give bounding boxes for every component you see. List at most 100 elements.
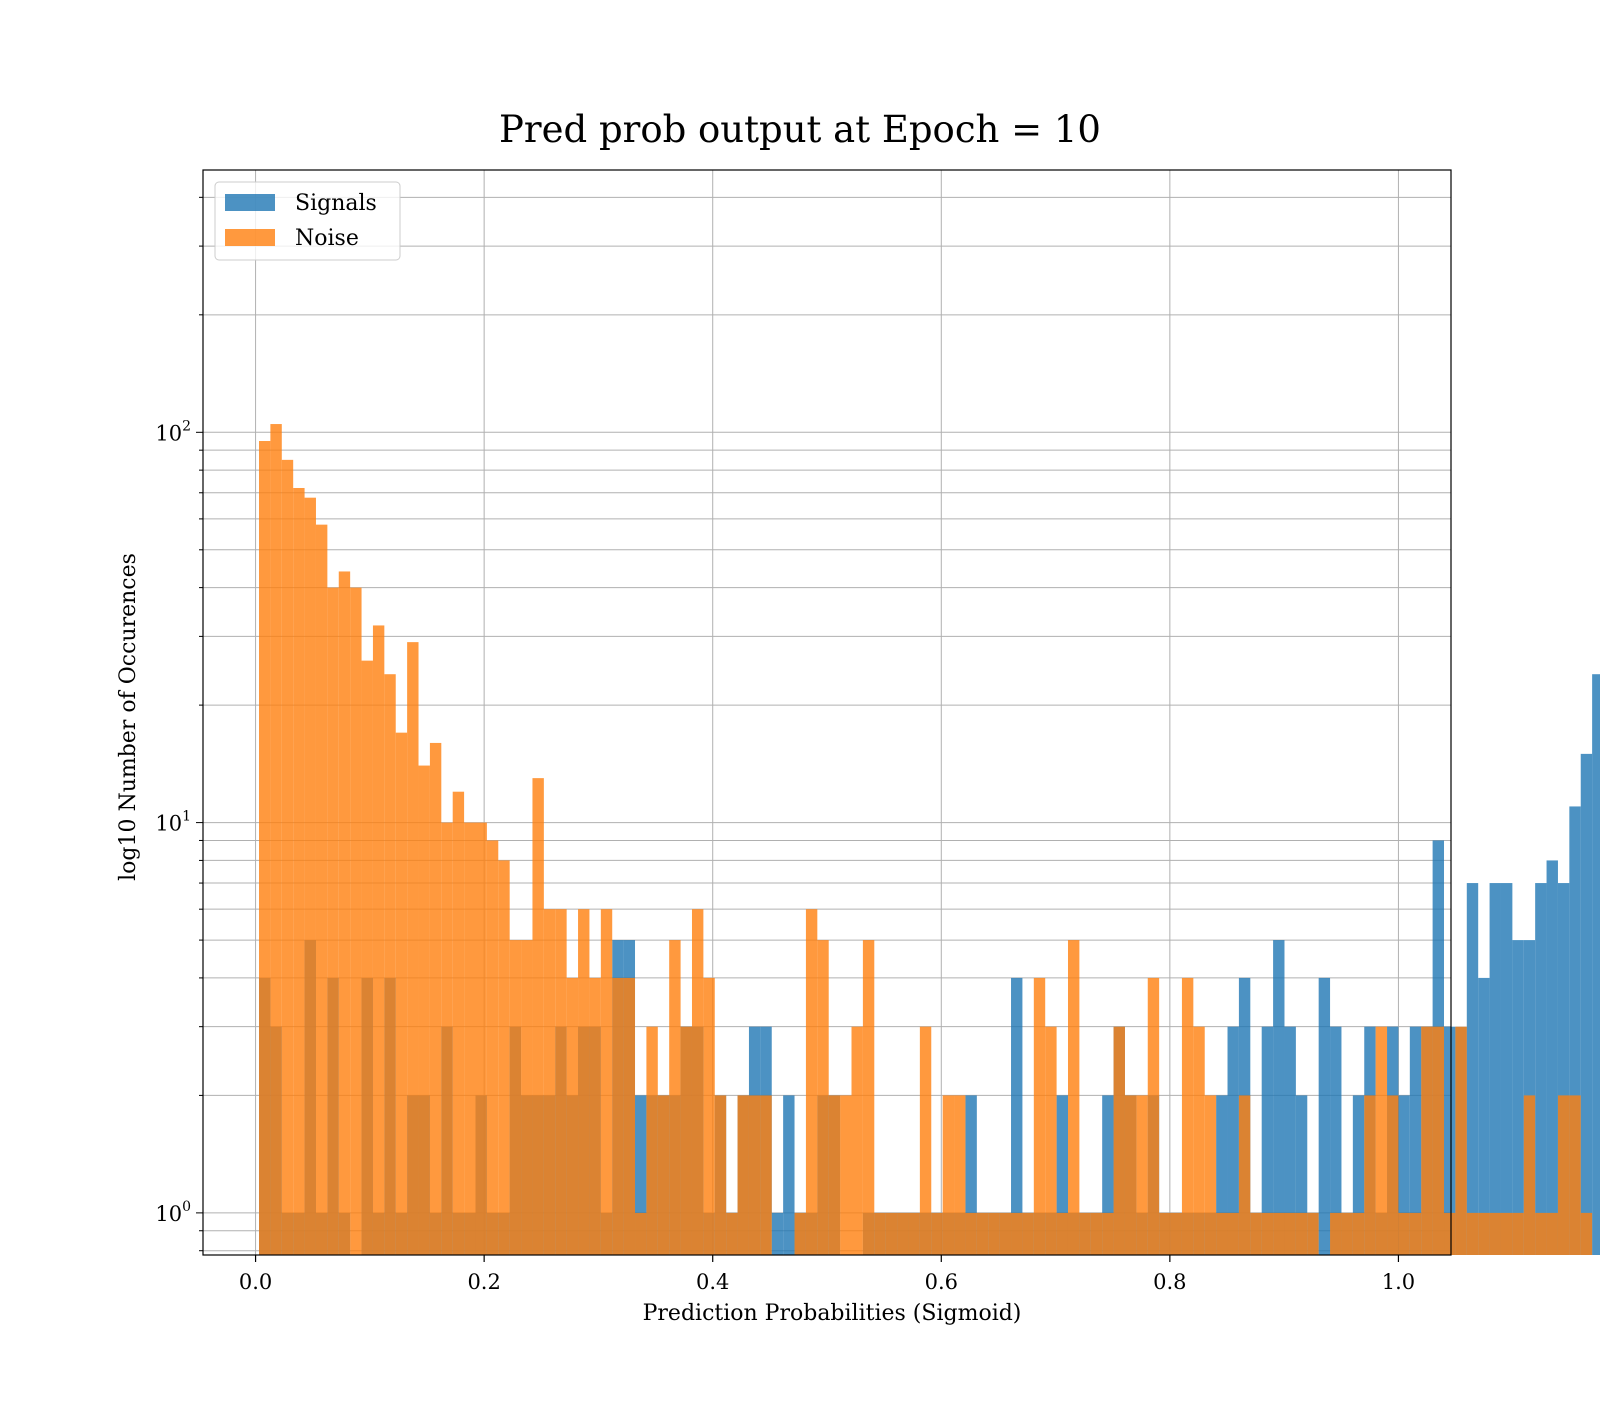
- histogram-bar: [908, 1212, 920, 1255]
- histogram-bar: [1478, 1212, 1490, 1255]
- histogram-bar: [1352, 1212, 1365, 1255]
- histogram-bar: [1466, 883, 1479, 1255]
- histogram-bar: [1011, 1212, 1023, 1255]
- histogram-bar: [680, 1026, 692, 1255]
- histogram-bar: [1580, 1212, 1593, 1255]
- y-tick-label: 101: [155, 809, 191, 836]
- histogram-bar: [1216, 1212, 1228, 1255]
- histogram-bar: [1489, 883, 1501, 1255]
- legend-label-noise: Noise: [295, 226, 359, 251]
- histogram-bar: [1307, 1212, 1319, 1255]
- histogram-bar: [1204, 1095, 1217, 1255]
- histogram-bar: [1432, 1026, 1445, 1255]
- histogram-bar: [669, 940, 681, 1255]
- histogram-bar: [281, 459, 294, 1255]
- legend-swatch-signals: [225, 194, 275, 211]
- histogram-bar: [1546, 1212, 1558, 1255]
- histogram-bar: [1398, 1095, 1410, 1255]
- histogram-bar: [1011, 977, 1023, 1255]
- histogram-bar: [1273, 1212, 1285, 1255]
- histogram-bar: [965, 1095, 977, 1255]
- histogram-bar: [1284, 1026, 1296, 1255]
- histogram-bar: [1295, 1212, 1308, 1255]
- histogram-bar: [635, 1212, 647, 1255]
- histogram-bar: [452, 791, 465, 1255]
- histogram-bar: [874, 1212, 886, 1255]
- histogram-bar: [748, 1095, 761, 1255]
- legend: Signals Noise: [214, 181, 401, 261]
- histogram-bar: [600, 909, 613, 1255]
- histogram-bar: [931, 1212, 943, 1255]
- histogram-bar: [919, 1026, 932, 1255]
- legend-swatch-noise: [225, 229, 275, 246]
- histogram-bar: [1284, 1212, 1296, 1255]
- histogram-bar: [1067, 940, 1080, 1255]
- histogram-bar: [566, 977, 579, 1255]
- histogram-bar: [885, 1212, 898, 1255]
- histogram-bar: [794, 1212, 806, 1255]
- histogram-bar: [771, 1212, 784, 1255]
- histogram-bar: [486, 840, 499, 1255]
- histogram-bar: [1352, 1095, 1365, 1255]
- axes: 0.0 0.2 0.4 0.6 0.8 1.0 100 101 102: [155, 169, 1452, 1294]
- histogram-bar: [1170, 1212, 1182, 1255]
- histogram-bar: [1580, 753, 1593, 1255]
- histogram-bar: [509, 940, 522, 1255]
- histogram-bar: [703, 977, 715, 1255]
- histogram-bar: [1535, 1212, 1547, 1255]
- histogram-bar: [646, 1026, 658, 1255]
- histogram-bar: [942, 1095, 955, 1255]
- histogram-bar: [1341, 1212, 1353, 1255]
- histogram-bar: [464, 822, 476, 1255]
- histogram-bar: [999, 1212, 1012, 1255]
- histogram-bar: [635, 1095, 647, 1255]
- histogram-bar: [1375, 1026, 1388, 1255]
- histogram-bar: [338, 571, 351, 1255]
- x-tick-label: 0.8: [1153, 1270, 1186, 1294]
- histogram-bar: [384, 674, 396, 1255]
- histogram-bar: [327, 587, 339, 1255]
- histogram-bar: [1455, 1026, 1467, 1255]
- histogram-bar: [1557, 883, 1570, 1255]
- histogram-bar: [965, 1212, 977, 1255]
- histogram-bar: [293, 487, 305, 1256]
- histogram-bar: [691, 909, 704, 1255]
- histogram-bar: [418, 765, 430, 1255]
- y-tick-label: 102: [155, 418, 191, 445]
- histogram-bar: [726, 1212, 738, 1255]
- histogram-bar: [395, 732, 408, 1255]
- histogram-bar: [361, 660, 373, 1255]
- histogram-bar: [840, 1095, 852, 1255]
- histogram-bar: [1318, 977, 1331, 1255]
- x-tick-label: 0.6: [925, 1270, 958, 1294]
- histogram-bar: [1569, 1095, 1581, 1255]
- histogram-bar: [1079, 1212, 1091, 1255]
- histogram-bar: [1216, 1095, 1228, 1255]
- histogram-bar: [1261, 1026, 1274, 1255]
- histogram-bar: [475, 822, 487, 1255]
- histogram-bar: [1489, 1212, 1501, 1255]
- histogram-bar: [1546, 860, 1558, 1255]
- histogram-bar: [498, 860, 510, 1255]
- histogram-bar: [714, 1095, 727, 1255]
- histogram-bar: [1500, 1212, 1513, 1255]
- histogram-bar: [1056, 1212, 1068, 1255]
- histogram-bar: [532, 778, 544, 1255]
- histogram-bar: [1330, 1212, 1342, 1255]
- chart-title: Pred prob output at Epoch = 10: [499, 108, 1101, 151]
- histogram-bar: [372, 625, 385, 1255]
- histogram-bars: [259, 424, 1600, 1256]
- histogram-bar: [1592, 674, 1600, 1255]
- histogram-bar: [1181, 977, 1194, 1255]
- histogram-bar: [555, 909, 567, 1255]
- histogram-bar: [1136, 1095, 1148, 1255]
- x-tick-label: 1.0: [1382, 1270, 1415, 1294]
- histogram-bar: [578, 909, 590, 1255]
- histogram-bar: [1261, 1212, 1274, 1255]
- histogram-bar: [521, 940, 533, 1255]
- histogram-bar: [1102, 1095, 1114, 1255]
- histogram-bar: [1387, 1095, 1399, 1255]
- histogram-bar: [1113, 1026, 1125, 1255]
- histogram-bar: [851, 1026, 863, 1255]
